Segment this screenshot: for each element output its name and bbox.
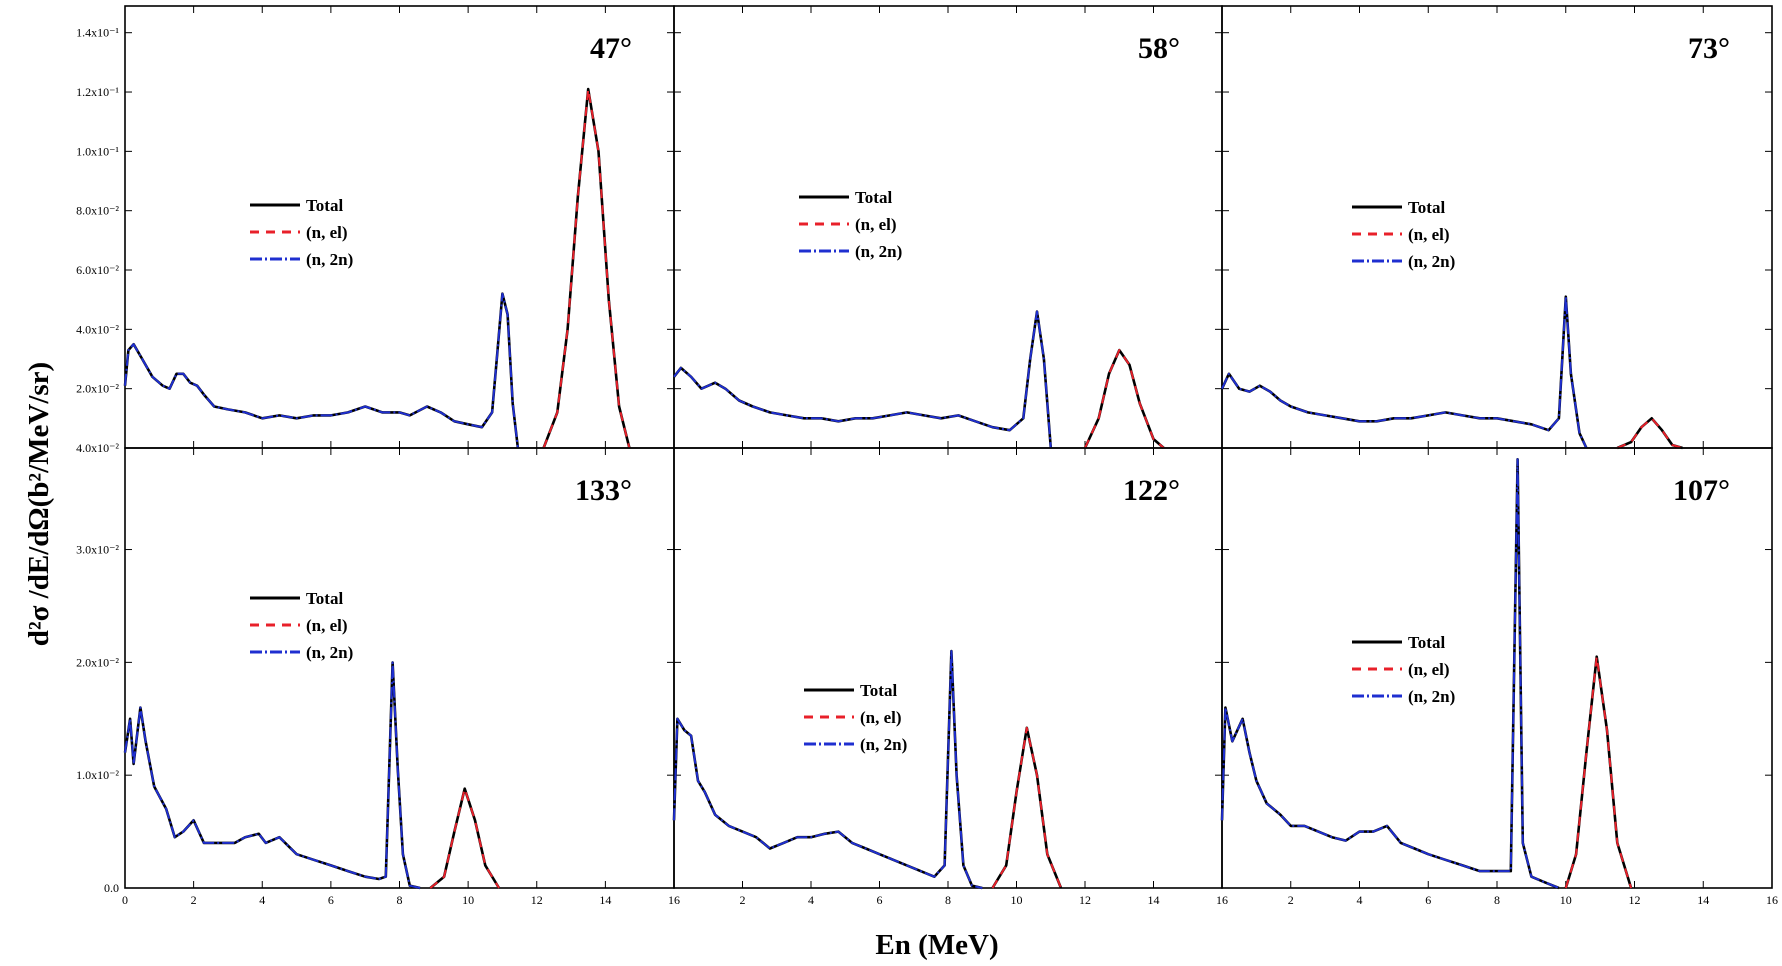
y-tick-label: 1.2x10⁻¹ <box>76 85 119 99</box>
y-tick-label: 1.0x10⁻¹ <box>76 144 119 158</box>
legend-n2n-label: (n, 2n) <box>1408 252 1455 271</box>
panels-layer: 4.0x10⁻² 2.0x10⁻² 4.0x10⁻² 6.0x10⁻² 8.0x10⁻²… <box>76 5 1778 907</box>
series-total-low <box>1220 295 1588 449</box>
x-tick-label: 10 <box>1011 893 1023 907</box>
x-tick-label: 2 <box>1288 893 1294 907</box>
x-tick-label: 16 <box>1216 893 1228 907</box>
y-tick-label: 4.0x10⁻² <box>76 441 119 455</box>
x-tick-label: 12 <box>1079 893 1091 907</box>
x-tick-label: 14 <box>599 893 611 907</box>
legend-total-label: Total <box>1408 198 1445 217</box>
legend-n2n-label: (n, 2n) <box>855 242 902 261</box>
series-total-low <box>123 661 421 890</box>
legend-n-el-label: (n, el) <box>1408 225 1450 244</box>
x-tick-label: 8 <box>397 893 403 907</box>
x-tick-label: 8 <box>945 893 951 907</box>
series-n-el <box>1084 349 1165 449</box>
legend-n-el-label: (n, el) <box>860 708 902 727</box>
legend-total-label: Total <box>855 188 892 207</box>
series-n2n <box>673 650 983 889</box>
x-tick-label: 0 <box>122 893 128 907</box>
x-tick-label: 8 <box>1494 893 1500 907</box>
y-tick-label: 2.0x10⁻² <box>76 382 119 396</box>
series-n2n <box>124 292 519 449</box>
y-tick-label: 1.0x10⁻² <box>76 768 119 782</box>
panel-133deg: 0 2 4 6 8 10 12 14 0.0 1.0x10⁻² 2.0x10⁻² 3.0x10⁻² 13… <box>76 447 675 907</box>
series-n2n <box>124 661 421 889</box>
series-n-el <box>1564 655 1633 889</box>
series-n-el <box>1616 417 1683 449</box>
panel-frame <box>673 447 1223 889</box>
series-total-high <box>542 87 631 449</box>
panel-angle-label: 122° <box>1123 474 1180 507</box>
x-tick-label: 14 <box>1697 893 1709 907</box>
panel-47deg: 4.0x10⁻² 2.0x10⁻² 4.0x10⁻² 6.0x10⁻² 8.0x10⁻²… <box>76 5 675 455</box>
y-tick-label: 8.0x10⁻² <box>76 204 119 218</box>
x-tick-label: 2 <box>191 893 197 907</box>
series-n2n <box>1221 295 1588 449</box>
panel-angle-label: 107° <box>1673 474 1730 507</box>
panel-frame <box>673 5 1223 449</box>
x-tick-label: 10 <box>462 893 474 907</box>
y-tick-label: 0.0 <box>104 881 119 895</box>
panel-angle-label: 73° <box>1688 32 1730 65</box>
series-total-low <box>672 649 983 890</box>
series-n-el <box>429 787 500 889</box>
series-total-low <box>123 292 520 449</box>
y-tick-label: 2.0x10⁻² <box>76 655 119 669</box>
y-axis-title: d²σ /dE/dΩ(b²/MeV/sr) <box>23 362 55 646</box>
legend-n2n-label: (n, 2n) <box>306 643 353 662</box>
series-total-low <box>1220 458 1560 890</box>
legend-total-label: Total <box>860 681 897 700</box>
panel-frame <box>1221 5 1773 449</box>
panel-frame <box>124 447 675 889</box>
x-tick-label: 16 <box>668 893 680 907</box>
legend-n2n-label: (n, 2n) <box>1408 687 1455 706</box>
series-total-high <box>429 787 501 890</box>
x-tick-label: 4 <box>808 893 814 907</box>
y-tick-label: 3.0x10⁻² <box>76 543 119 557</box>
x-tick-label: 6 <box>328 893 334 907</box>
panel-frame <box>124 5 675 449</box>
panel-73deg: 73° Total (n, el) (n, 2n) <box>1220 5 1773 450</box>
legend-n-el-label: (n, el) <box>855 215 897 234</box>
legend-n-el-label: (n, el) <box>1408 660 1450 679</box>
panel-122deg: 16 2 4 6 8 10 12 14 122° Total (n, el) (n, 2n) <box>668 447 1223 907</box>
series-n-el <box>542 88 631 449</box>
legend-total-label: Total <box>306 196 343 215</box>
x-tick-label: 12 <box>1629 893 1641 907</box>
x-tick-label: 16 <box>1766 893 1778 907</box>
series-n-el <box>991 726 1062 889</box>
x-tick-label: 10 <box>1560 893 1572 907</box>
series-n2n <box>673 310 1052 449</box>
x-tick-label: 14 <box>1148 893 1160 907</box>
series-total-high <box>1616 417 1683 450</box>
legend-n2n-label: (n, 2n) <box>860 735 907 754</box>
legend-n2n-label: (n, 2n) <box>306 250 353 269</box>
series-n2n <box>1221 458 1560 889</box>
panel-frame <box>1221 447 1773 889</box>
y-tick-label: 4.0x10⁻² <box>76 322 119 336</box>
panel-58deg: 58° Total (n, el) (n, 2n) <box>672 5 1223 449</box>
panel-angle-label: 47° <box>590 32 632 65</box>
panel-107deg: 16 2 4 6 8 10 12 14 16 107° Total (n, el) (n, 2n) <box>1216 447 1778 907</box>
x-tick-label: 6 <box>877 893 883 907</box>
y-tick-label: 1.4x10⁻¹ <box>76 26 119 40</box>
y-tick-label: 6.0x10⁻² <box>76 263 119 277</box>
legend-total-label: Total <box>1408 633 1445 652</box>
x-tick-label: 2 <box>740 893 746 907</box>
x-tick-label: 6 <box>1425 893 1431 907</box>
legend-total-label: Total <box>306 589 343 608</box>
legend-n-el-label: (n, el) <box>306 616 348 635</box>
x-tick-label: 12 <box>531 893 543 907</box>
x-tick-label: 4 <box>259 893 265 907</box>
legend-n-el-label: (n, el) <box>306 223 348 242</box>
x-axis-title: En (MeV) <box>875 929 998 961</box>
panel-angle-label: 58° <box>1138 32 1180 65</box>
x-tick-label: 4 <box>1357 893 1363 907</box>
panel-angle-label: 133° <box>575 474 632 507</box>
